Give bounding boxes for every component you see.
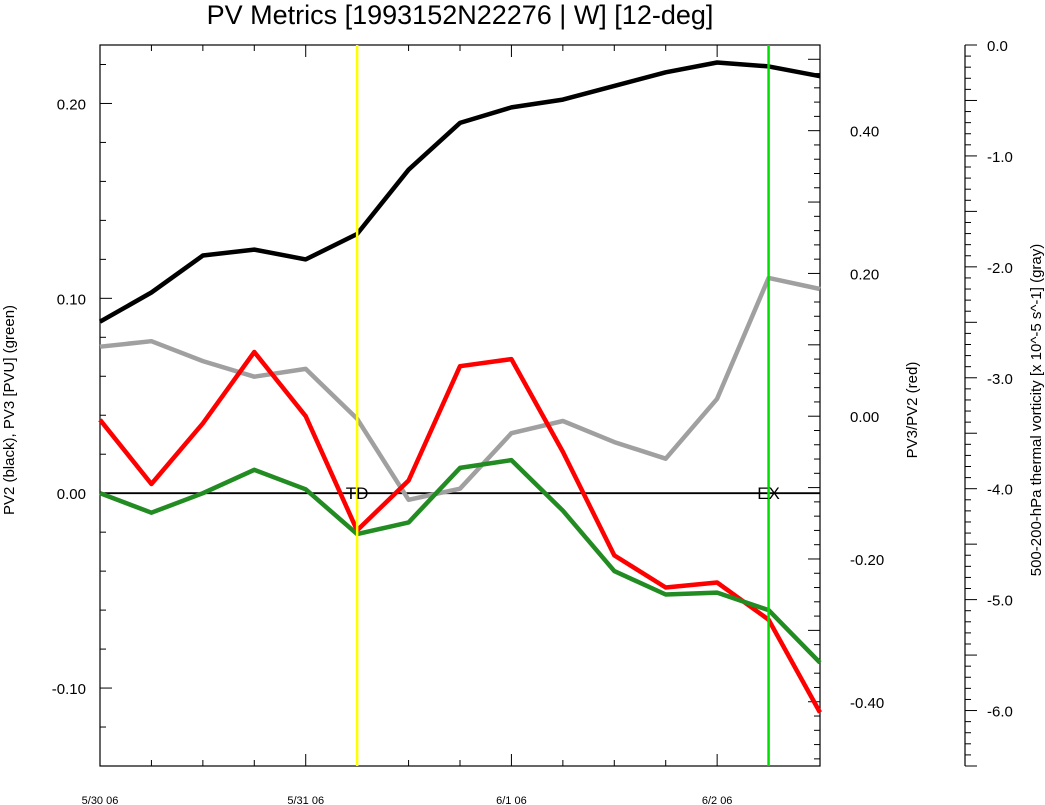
left-tick-label: 0.00 (57, 486, 86, 503)
series-line-pv2 (98, 60, 821, 324)
left-tick-label: 0.20 (57, 96, 86, 113)
left-axis-label: PV2 (black), PV3 [PVU] (green) (1, 305, 18, 515)
right-tick-label: -0.20 (850, 552, 884, 569)
series-line-pv3-pv2 (98, 349, 822, 714)
far-right-tick-label: -6.0 (987, 704, 1013, 721)
right-tick-label: -0.40 (850, 695, 884, 712)
far-right-tick-label: -1.0 (987, 149, 1013, 166)
x-tick-label: 5/31 06 (287, 795, 324, 805)
far-right-tick-label: -3.0 (987, 371, 1013, 388)
far-right-tick-label: -4.0 (987, 482, 1013, 499)
plot-area: 0.20 0.10 0.00 -0.10 0.40 0.20 0.00 -0.20 -0.40 0… (52, 38, 1013, 805)
far-right-tick-label: -2.0 (987, 260, 1013, 277)
series-line-pv3 (99, 457, 822, 665)
right-tick-label: 0.20 (850, 266, 879, 283)
far-right-tick-label: 0.0 (987, 38, 1008, 55)
chart-title: PV Metrics [1993152N22276 | W] [12-deg] (207, 0, 714, 30)
x-tick-label: 6/1 06 (496, 795, 527, 805)
series-line-thermal-vorticity (99, 275, 821, 503)
right-tick-label: 0.40 (850, 124, 879, 141)
left-tick-label: 0.10 (57, 291, 86, 308)
far-right-axis-label: 500-200-hPa thermal vorticity [x 10^-5 s… (1028, 244, 1045, 577)
x-tick-label: 5/30 06 (82, 795, 119, 805)
far-right-tick-label: -5.0 (987, 593, 1013, 610)
event-label-ex: EX (757, 484, 780, 503)
left-tick-label: -0.10 (52, 681, 86, 698)
right-tick-label: 0.00 (850, 409, 879, 426)
event-label-td: TD (346, 484, 369, 503)
right-axis-label: PV3/PV2 (red) (904, 362, 921, 459)
x-tick-label: 6/2 06 (702, 795, 733, 805)
